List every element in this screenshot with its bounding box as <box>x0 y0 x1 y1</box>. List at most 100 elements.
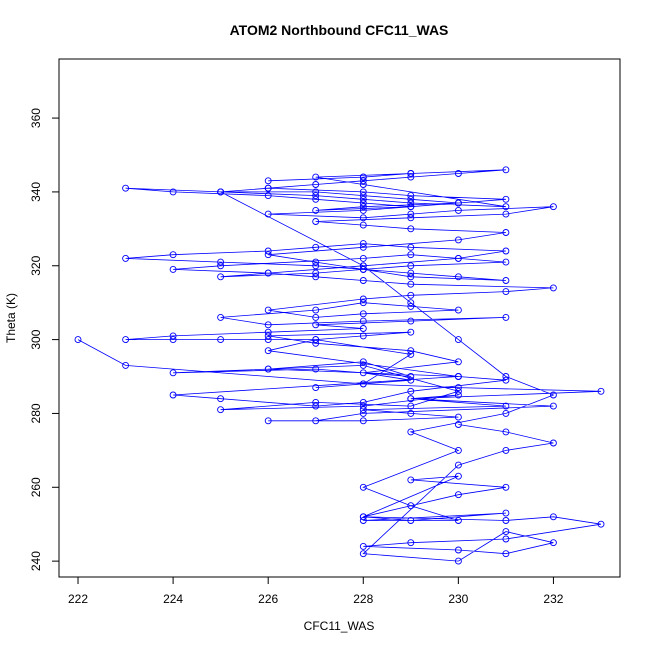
data-point <box>359 240 367 248</box>
data-point <box>264 347 272 355</box>
data-point <box>359 192 367 200</box>
data-point <box>359 325 367 332</box>
data-point <box>169 332 177 340</box>
data-point <box>549 513 557 521</box>
data-point <box>169 336 177 344</box>
data-point <box>407 302 415 310</box>
data-point <box>312 321 320 329</box>
data-point <box>359 398 367 406</box>
data-point <box>454 413 462 421</box>
data-point <box>502 258 510 266</box>
x-tick-label: 230 <box>448 592 468 606</box>
data-point <box>454 557 462 565</box>
data-point <box>264 177 272 185</box>
data-point <box>454 373 462 380</box>
data-point <box>359 513 367 521</box>
data-point <box>359 361 367 369</box>
data-point <box>74 336 82 344</box>
data-point <box>407 387 415 395</box>
data-point <box>169 251 177 259</box>
data-point <box>454 517 462 524</box>
data-point <box>217 273 225 281</box>
data-point <box>359 317 367 325</box>
data-point <box>359 542 367 550</box>
data-point <box>549 203 557 211</box>
data-point <box>264 247 272 255</box>
data-point <box>454 391 462 399</box>
data-point <box>407 195 415 203</box>
data-point <box>312 258 320 266</box>
data-point <box>359 177 367 185</box>
data-point <box>502 288 510 296</box>
data-point <box>407 299 415 307</box>
data-point <box>312 192 320 200</box>
data-point <box>312 195 320 203</box>
data-point <box>312 398 320 406</box>
data-point <box>454 546 462 554</box>
data-point <box>359 243 367 251</box>
data-point <box>407 350 415 358</box>
data-point <box>169 391 177 399</box>
x-tick-label: 222 <box>68 592 88 606</box>
data-point <box>407 173 415 181</box>
data-point <box>359 188 367 196</box>
data-point <box>597 520 605 528</box>
data-point <box>454 306 462 314</box>
data-point <box>359 203 367 211</box>
plot-frame <box>58 58 621 578</box>
data-point <box>407 347 415 355</box>
x-axis: 222 224 226 228 230 232 <box>68 576 564 606</box>
data-point <box>407 192 415 200</box>
data-point <box>502 166 510 174</box>
data-point <box>502 195 510 203</box>
x-tick-label: 232 <box>543 592 563 606</box>
data-point <box>407 280 415 288</box>
data-point <box>407 409 415 417</box>
data-point <box>169 188 177 196</box>
data-point <box>454 491 462 499</box>
data-point <box>454 199 462 207</box>
data-point <box>454 336 462 344</box>
data-point <box>169 265 177 273</box>
data-point <box>312 262 320 270</box>
data-point <box>264 328 272 336</box>
data-point <box>217 188 225 196</box>
data-point <box>217 258 225 266</box>
data-point <box>407 199 415 207</box>
data-point <box>454 446 462 454</box>
series-layer <box>74 166 605 565</box>
data-point <box>454 387 462 395</box>
data-point <box>169 369 177 377</box>
data-point <box>312 243 320 251</box>
data-point <box>407 428 415 436</box>
data-point <box>407 203 415 211</box>
data-point <box>454 206 462 214</box>
data-point <box>407 210 415 218</box>
data-point <box>549 284 557 292</box>
data-point <box>454 273 462 281</box>
data-point <box>359 195 367 203</box>
data-point <box>312 336 320 344</box>
y-axis: 240 260 280 300 320 340 360 <box>29 108 60 571</box>
data-point <box>502 376 510 384</box>
x-tick-label: 226 <box>258 592 278 606</box>
data-point <box>359 483 367 491</box>
data-point <box>502 203 510 211</box>
data-point <box>312 173 320 181</box>
data-point <box>502 277 510 284</box>
data-point <box>407 517 415 524</box>
y-axis-label: Theta (K) <box>4 293 18 343</box>
data-point <box>264 321 272 329</box>
data-point <box>407 402 415 410</box>
data-point <box>217 313 225 321</box>
data-point <box>454 384 462 392</box>
data-point <box>217 406 225 414</box>
data-point <box>264 184 272 192</box>
x-tick-label: 228 <box>353 592 373 606</box>
data-point <box>454 170 462 177</box>
data-point <box>502 373 510 380</box>
data-point <box>502 483 510 491</box>
data-point <box>502 229 510 236</box>
data-point <box>264 306 272 314</box>
data-point <box>359 406 367 414</box>
